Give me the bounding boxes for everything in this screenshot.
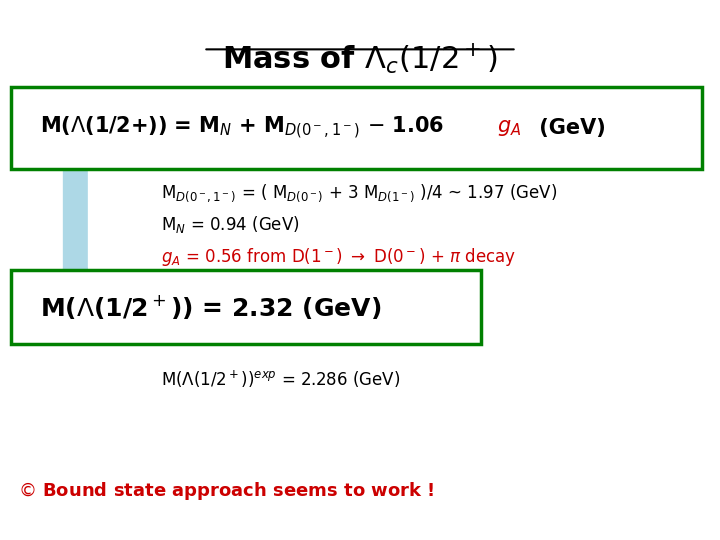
Text: (GeV): (GeV) xyxy=(532,118,606,138)
Text: Mass of $\Lambda_c(1/2^+)$: Mass of $\Lambda_c(1/2^+)$ xyxy=(222,42,498,76)
Text: M($\Lambda$(1/2$^+$)) = 2.32 (GeV): M($\Lambda$(1/2$^+$)) = 2.32 (GeV) xyxy=(40,293,381,321)
FancyBboxPatch shape xyxy=(12,86,701,169)
FancyBboxPatch shape xyxy=(12,270,481,345)
Text: M($\Lambda$(1/2$^+$))$^{exp}$ = 2.286 (GeV): M($\Lambda$(1/2$^+$))$^{exp}$ = 2.286 (G… xyxy=(161,368,400,390)
Text: $\copyright$ Bound state approach seems to work !: $\copyright$ Bound state approach seems … xyxy=(19,480,435,502)
Text: $\mathit{g}_A$ = 0.56 from D(1$^-$) $\rightarrow$ D(0$^-$) + $\pi$ decay: $\mathit{g}_A$ = 0.56 from D(1$^-$) $\ri… xyxy=(161,246,516,268)
Text: M($\Lambda$(1/2+)) = M$_N$ + M$_{D(0^-,1^-)}$ $-$ 1.06: M($\Lambda$(1/2+)) = M$_N$ + M$_{D(0^-,1… xyxy=(40,114,445,141)
FancyArrowPatch shape xyxy=(74,169,76,274)
Text: M$_{D(0^-,1^-)}$ = ( M$_{D(0^-)}$ + 3 M$_{D(1^-)}$ )/4 ~ 1.97 (GeV): M$_{D(0^-,1^-)}$ = ( M$_{D(0^-)}$ + 3 M$… xyxy=(161,182,557,204)
Text: $\mathit{g}_A$: $\mathit{g}_A$ xyxy=(498,118,521,138)
Text: M$_N$ = 0.94 (GeV): M$_N$ = 0.94 (GeV) xyxy=(161,214,300,235)
